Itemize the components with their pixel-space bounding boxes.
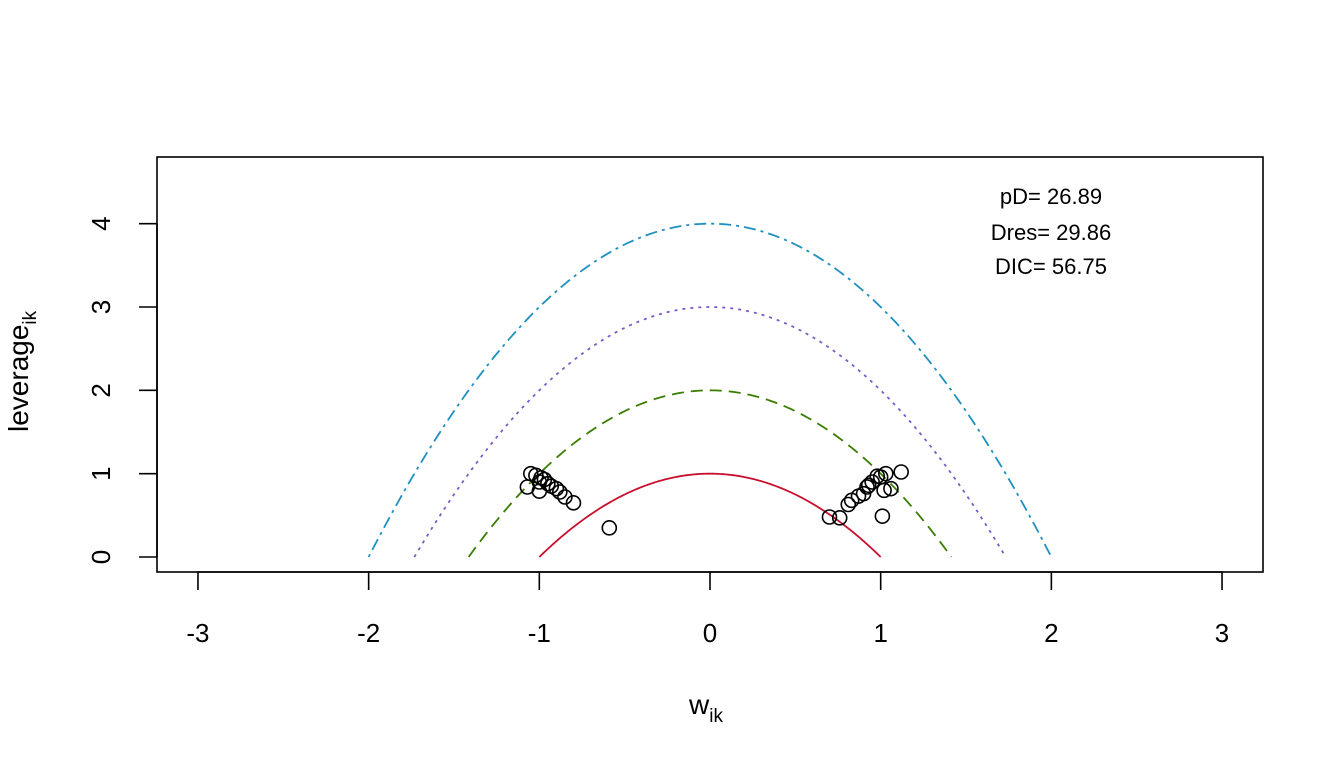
y-tick-label: 3	[86, 300, 116, 314]
curves	[367, 222, 1053, 558]
data-point	[821, 509, 838, 525]
data-point	[883, 480, 899, 497]
x-tick-label: 1	[873, 618, 887, 648]
data-point	[893, 464, 909, 480]
data-point	[860, 477, 877, 494]
x-tick-label: -1	[528, 618, 551, 648]
x-axis: -3 -2 -1 0 1 2 3	[186, 571, 1229, 648]
curve-c1	[538, 472, 882, 558]
x-axis-title-sub: ik	[709, 706, 723, 727]
data-point	[831, 510, 848, 526]
data-point	[859, 479, 875, 495]
data-point	[552, 484, 568, 500]
data-point	[557, 489, 573, 505]
data-point	[601, 520, 618, 536]
data-point	[864, 474, 880, 490]
annotation-box: pD= 26.89 Dres= 29.86 DIC= 56.75	[991, 184, 1111, 279]
y-tick-label: 1	[86, 466, 116, 480]
curve-c3	[413, 306, 1007, 558]
y-axis-title-main: leverage	[3, 325, 34, 432]
x-axis-title-main: w	[688, 689, 710, 720]
annotation-pd: pD= 26.89	[1000, 184, 1102, 209]
x-tick-label: -3	[186, 618, 209, 648]
annotation-dic: DIC= 56.75	[995, 254, 1107, 279]
y-tick-label: 2	[86, 383, 116, 397]
x-tick-label: -2	[357, 618, 380, 648]
x-tick-label: 2	[1044, 618, 1058, 648]
y-axis: 0 1 2 3 4	[86, 216, 158, 564]
x-axis-title: wik	[688, 689, 723, 727]
data-point	[877, 465, 894, 482]
data-point	[876, 482, 892, 499]
data-point	[548, 480, 565, 497]
curve-c4	[367, 222, 1053, 558]
annotation-dres: Dres= 29.86	[991, 220, 1111, 245]
y-tick-label: 0	[86, 550, 116, 564]
x-tick-label: 0	[703, 618, 717, 648]
data-point	[565, 495, 582, 511]
y-tick-label: 4	[86, 216, 116, 230]
y-axis-title: leverageik	[3, 310, 41, 432]
y-axis-title-sub: ik	[20, 310, 41, 324]
data-point	[874, 508, 891, 524]
data-point	[840, 496, 857, 513]
curve-c2	[467, 389, 953, 558]
data-point	[531, 483, 548, 499]
points	[519, 464, 909, 536]
x-tick-label: 3	[1215, 618, 1229, 648]
